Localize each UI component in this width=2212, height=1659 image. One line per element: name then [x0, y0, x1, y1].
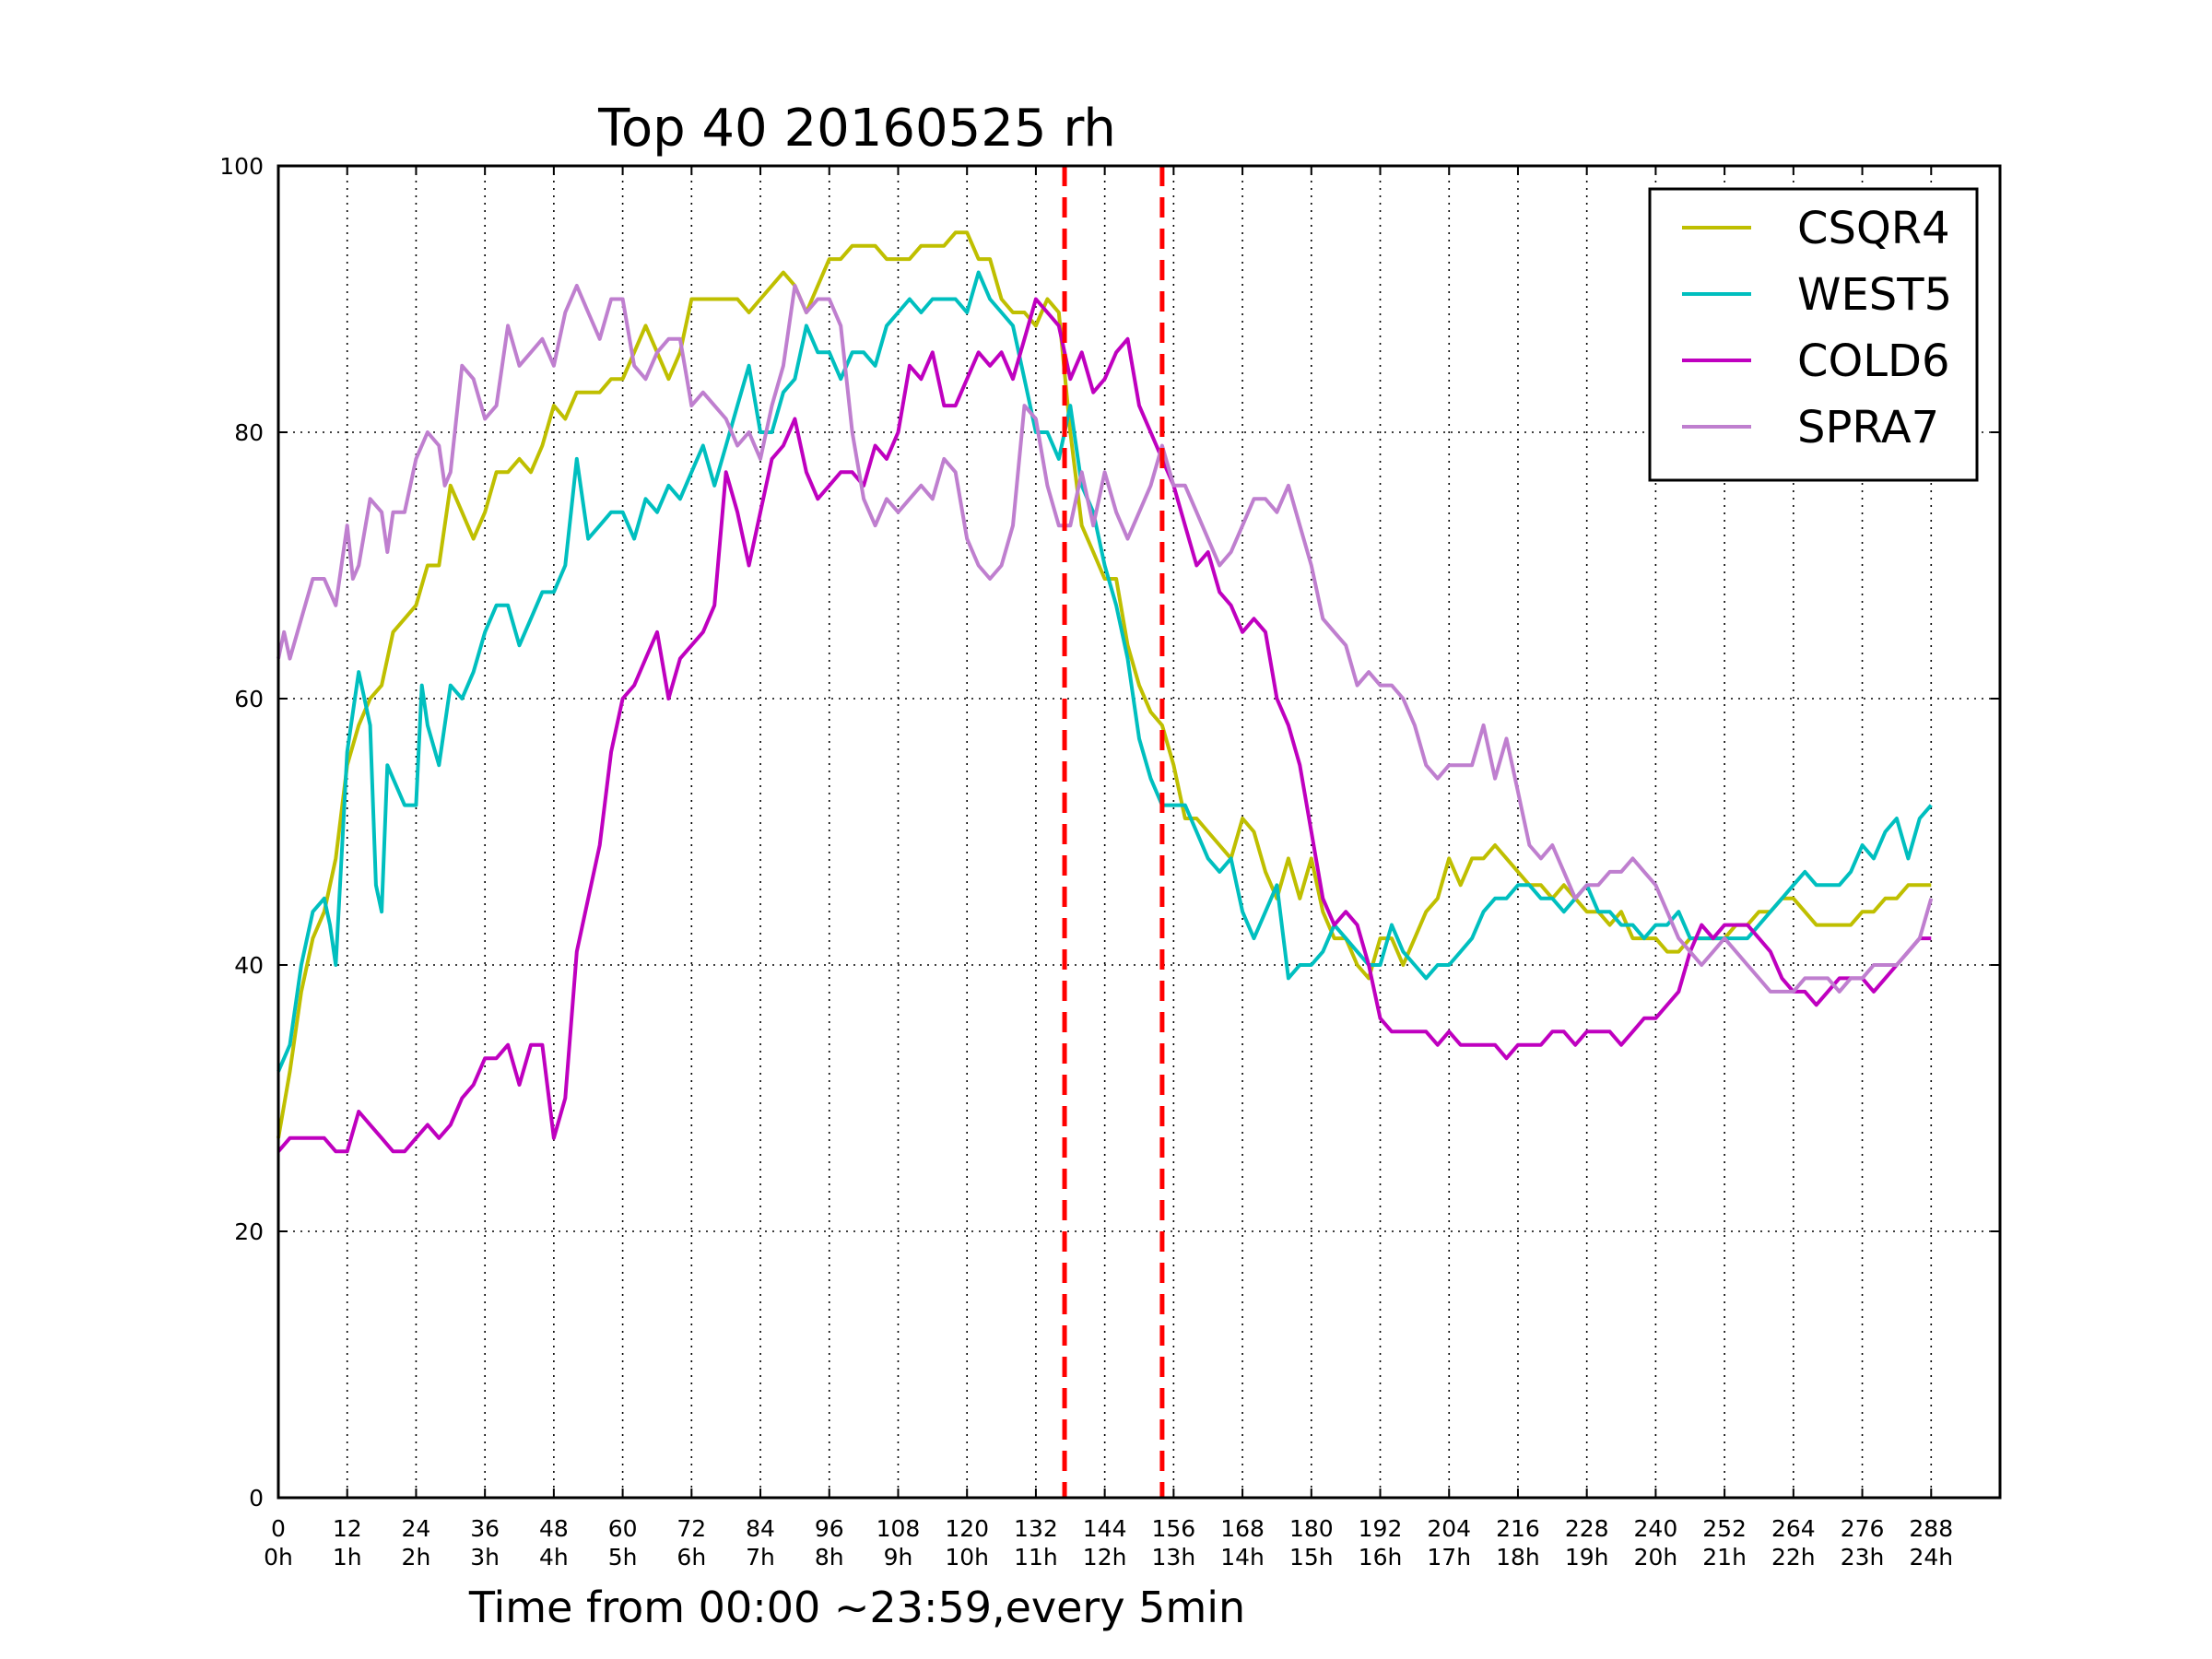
x-tick-label: 264: [1771, 1515, 1816, 1542]
legend-label-csqr4: CSQR4: [1797, 203, 1950, 254]
x-tick-label: 132: [1014, 1515, 1058, 1542]
x-tick-label: 180: [1289, 1515, 1334, 1542]
x-tick-label: 120: [945, 1515, 989, 1542]
x-tick-label: 72: [677, 1515, 706, 1542]
chart-title: Top 40 20160525 rh: [597, 99, 1116, 159]
x-tick-sublabel: 12h: [1083, 1544, 1127, 1571]
x-tick-label: 96: [815, 1515, 844, 1542]
series-lines: [276, 230, 1934, 1154]
x-tick-sublabel: 6h: [677, 1544, 706, 1571]
y-tick-label: 100: [219, 153, 264, 180]
x-tick-sublabel: 23h: [1841, 1544, 1885, 1571]
plot-frame: [276, 164, 2002, 1500]
legend-label-west5: WEST5: [1797, 269, 1952, 321]
x-tick-label: 192: [1359, 1515, 1403, 1542]
series-line-west5: [276, 270, 1933, 1073]
x-tick-sublabel: 4h: [539, 1544, 569, 1571]
x-tick-label: 216: [1496, 1515, 1540, 1542]
legend-box: [1648, 187, 1979, 482]
y-tick-label: 20: [234, 1218, 264, 1245]
x-tick-label: 84: [746, 1515, 775, 1542]
x-tick-label: 252: [1702, 1515, 1747, 1542]
x-tick-label: 156: [1152, 1515, 1196, 1542]
x-tick-sublabel: 14h: [1220, 1544, 1265, 1571]
x-tick-sublabel: 5h: [608, 1544, 638, 1571]
series-line-spra7: [276, 284, 1934, 994]
x-tick-label: 60: [608, 1515, 638, 1542]
legend-label-spra7: SPRA7: [1797, 402, 1939, 453]
x-tick-sublabel: 0h: [264, 1544, 293, 1571]
x-tick-sublabel: 8h: [815, 1544, 844, 1571]
x-axis-label: Time from 00:00 ~23:59,every 5min: [468, 1583, 1245, 1632]
x-tick-label: 276: [1841, 1515, 1885, 1542]
x-tick-label: 0: [271, 1515, 286, 1542]
x-tick-sublabel: 16h: [1359, 1544, 1403, 1571]
x-tick-sublabel: 17h: [1427, 1544, 1471, 1571]
x-tick-sublabel: 13h: [1152, 1544, 1196, 1571]
x-tick-label: 168: [1220, 1515, 1265, 1542]
x-tick-sublabel: 7h: [746, 1544, 775, 1571]
x-tick-label: 240: [1634, 1515, 1678, 1542]
y-axis: 0 20 40 60 80 100: [219, 153, 2000, 1512]
y-tick-label: 40: [234, 952, 264, 979]
x-tick-sublabel: 20h: [1634, 1544, 1678, 1571]
x-tick-sublabel: 21h: [1702, 1544, 1747, 1571]
x-tick-sublabel: 3h: [470, 1544, 500, 1571]
x-tick-sublabel: 24h: [1909, 1544, 1953, 1571]
legend-label-cold6: COLD6: [1797, 335, 1950, 387]
x-tick-sublabel: 2h: [402, 1544, 431, 1571]
x-tick-sublabel: 18h: [1496, 1544, 1540, 1571]
x-tick-label: 12: [333, 1515, 362, 1542]
x-tick-sublabel: 22h: [1771, 1544, 1816, 1571]
vertical-markers: [1062, 166, 1165, 1498]
x-tick-label: 108: [877, 1515, 921, 1542]
series-line-cold6: [276, 297, 1932, 1154]
x-tick-sublabel: 15h: [1289, 1544, 1334, 1571]
x-tick-label: 228: [1565, 1515, 1609, 1542]
y-tick-label: 80: [234, 419, 264, 446]
y-tick-label: 0: [249, 1485, 264, 1512]
x-tick-label: 36: [470, 1515, 500, 1542]
x-tick-label: 288: [1909, 1515, 1953, 1542]
x-tick-sublabel: 10h: [945, 1544, 989, 1571]
x-tick-sublabel: 11h: [1014, 1544, 1058, 1571]
x-tick-sublabel: 19h: [1565, 1544, 1609, 1571]
x-tick-sublabel: 9h: [884, 1544, 913, 1571]
series-line-csqr4: [276, 230, 1932, 1139]
x-tick-label: 48: [539, 1515, 569, 1542]
x-tick-sublabel: 1h: [333, 1544, 362, 1571]
x-tick-label: 144: [1083, 1515, 1127, 1542]
x-tick-label: 204: [1427, 1515, 1471, 1542]
y-tick-label: 60: [234, 686, 264, 712]
legend: CSQR4 WEST5 COLD6 SPRA7: [1648, 187, 1979, 482]
x-tick-label: 24: [402, 1515, 431, 1542]
